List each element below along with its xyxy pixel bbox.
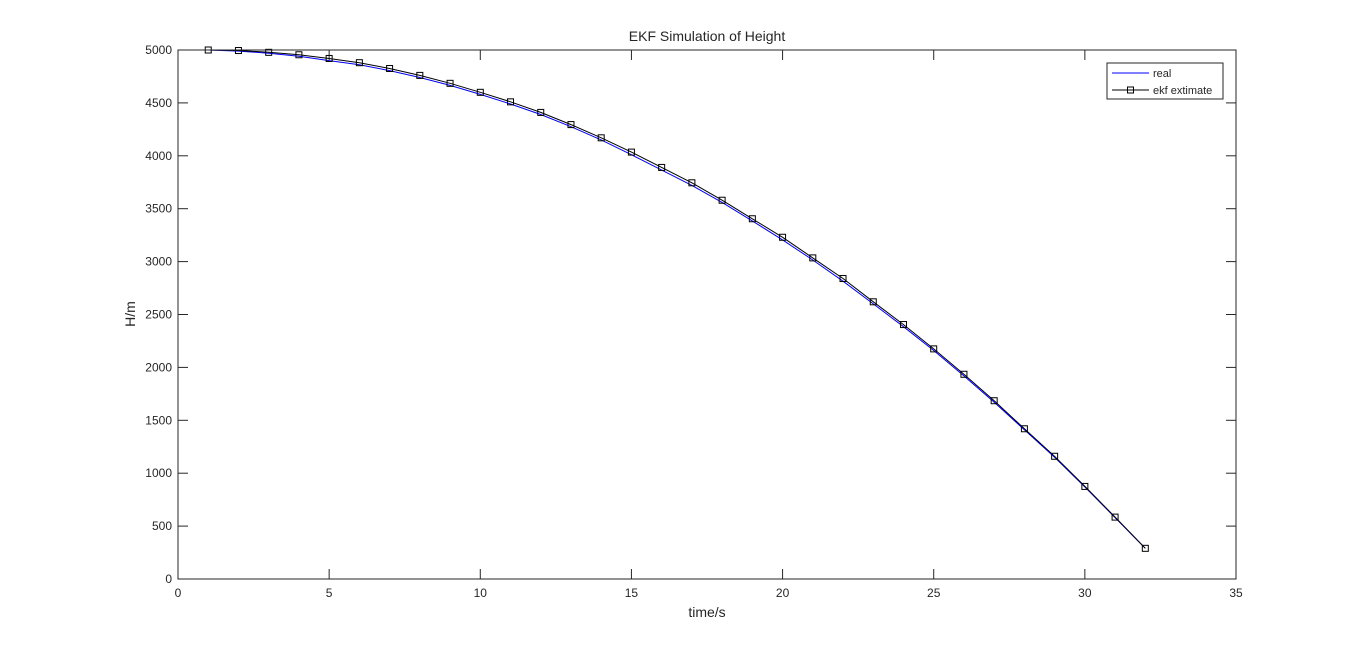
data-point	[779, 233, 787, 241]
y-tick-label: 3500	[145, 202, 172, 216]
y-tick-label: 0	[165, 572, 172, 586]
data-point	[1111, 513, 1119, 521]
data-point	[688, 179, 696, 187]
data-point	[355, 59, 363, 67]
y-tick-label: 4000	[145, 149, 172, 163]
x-tick-label: 30	[1078, 586, 1092, 600]
data-point	[265, 48, 273, 56]
data-point	[748, 215, 756, 223]
data-point	[627, 148, 635, 156]
data-point	[658, 163, 666, 171]
data-point	[507, 98, 515, 106]
series-line-0	[208, 49, 1146, 549]
chart-title: EKF Simulation of Height	[629, 28, 786, 44]
x-tick-label: 20	[776, 586, 790, 600]
legend: real ekf extimate	[1106, 62, 1224, 100]
plot-area	[204, 46, 1149, 552]
y-tick-label: 3000	[145, 255, 172, 269]
data-point	[899, 321, 907, 329]
data-point	[325, 54, 333, 62]
y-tick-label: 500	[152, 519, 172, 533]
data-point	[809, 254, 817, 262]
data-point	[567, 121, 575, 129]
legend-label-1: ekf extimate	[1153, 85, 1212, 97]
x-tick-label: 25	[927, 586, 941, 600]
y-tick-label: 4500	[145, 96, 172, 110]
y-tick-label: 1000	[145, 466, 172, 480]
data-point	[295, 51, 303, 59]
data-point	[1141, 544, 1149, 552]
data-point	[234, 47, 242, 55]
x-tick-label: 15	[625, 586, 639, 600]
y-tick-label: 2000	[145, 360, 172, 374]
series-line-1	[208, 49, 1146, 549]
data-point	[1051, 452, 1059, 460]
data-point	[990, 397, 998, 405]
data-point	[1020, 425, 1028, 433]
data-point	[960, 370, 968, 378]
data-point	[537, 108, 545, 116]
data-point	[597, 134, 605, 142]
legend-label-0: real	[1153, 68, 1171, 80]
data-point	[1081, 482, 1089, 490]
data-point	[930, 345, 938, 353]
y-tick-label: 5000	[145, 43, 172, 57]
legend-box	[1106, 62, 1224, 100]
x-tick-label: 0	[175, 586, 182, 600]
data-point	[718, 196, 726, 204]
y-tick-label: 2500	[145, 308, 172, 322]
x-tick-label: 5	[326, 586, 333, 600]
data-point	[839, 275, 847, 283]
data-point	[416, 71, 424, 79]
data-point	[446, 79, 454, 87]
legend-marker	[1127, 86, 1134, 94]
x-tick-label: 35	[1229, 586, 1243, 600]
axis-ticks: 0 5 10 15 20 25 30 35 0 500 1000 1500 2000 2500 3000 35…	[145, 43, 1243, 600]
data-point	[386, 65, 394, 73]
data-point	[869, 298, 877, 306]
axes-box	[177, 49, 1237, 580]
x-axis-label: time/s	[688, 604, 725, 620]
y-axis-label: H/m	[122, 301, 138, 327]
x-tick-label: 10	[474, 586, 488, 600]
data-point	[476, 88, 484, 96]
y-tick-label: 1500	[145, 413, 172, 427]
